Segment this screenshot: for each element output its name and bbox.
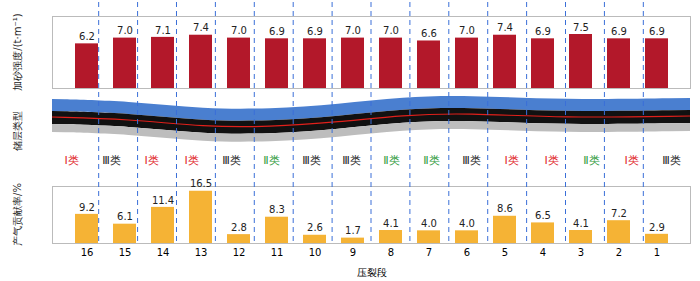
svg-text:Ⅰ类: Ⅰ类 <box>144 154 158 167</box>
svg-text:7.2: 7.2 <box>611 208 627 219</box>
svg-text:6.9: 6.9 <box>649 26 665 37</box>
svg-text:Ⅲ类: Ⅲ类 <box>302 154 321 167</box>
svg-text:Ⅲ类: Ⅲ类 <box>222 154 241 167</box>
svg-text:15: 15 <box>119 247 132 258</box>
svg-text:12: 12 <box>233 247 246 258</box>
svg-text:压裂段: 压裂段 <box>357 267 387 278</box>
svg-text:Ⅱ类: Ⅱ类 <box>263 154 279 167</box>
svg-text:6.9: 6.9 <box>535 26 551 37</box>
svg-text:10: 10 <box>309 247 322 258</box>
svg-text:产气贡献率/%: 产气贡献率/% <box>12 183 23 246</box>
svg-text:6.1: 6.1 <box>117 211 133 222</box>
svg-text:7.0: 7.0 <box>459 25 475 36</box>
svg-text:4.0: 4.0 <box>459 218 475 229</box>
svg-text:7.0: 7.0 <box>383 25 399 36</box>
svg-text:2.9: 2.9 <box>649 222 665 233</box>
svg-text:6.6: 6.6 <box>421 28 437 39</box>
svg-text:6.9: 6.9 <box>307 26 323 37</box>
svg-text:9: 9 <box>350 247 356 258</box>
svg-text:3: 3 <box>578 247 584 258</box>
svg-text:11: 11 <box>271 247 284 258</box>
svg-text:7.4: 7.4 <box>497 22 513 33</box>
svg-text:Ⅱ类: Ⅱ类 <box>383 154 399 167</box>
svg-text:2: 2 <box>616 247 622 258</box>
svg-text:Ⅰ类: Ⅰ类 <box>504 154 518 167</box>
svg-text:4.0: 4.0 <box>421 218 437 229</box>
svg-text:5: 5 <box>502 247 508 258</box>
svg-text:1.7: 1.7 <box>345 225 361 236</box>
svg-text:14: 14 <box>157 247 170 258</box>
svg-text:16.5: 16.5 <box>190 178 212 189</box>
svg-text:8.6: 8.6 <box>497 203 513 214</box>
svg-text:Ⅱ类: Ⅱ类 <box>583 154 599 167</box>
svg-text:4.1: 4.1 <box>573 218 589 229</box>
svg-text:Ⅲ类: Ⅲ类 <box>102 154 121 167</box>
svg-text:9.2: 9.2 <box>79 202 95 213</box>
svg-text:13: 13 <box>195 247 208 258</box>
svg-text:6.5: 6.5 <box>535 210 551 221</box>
svg-text:1: 1 <box>654 247 660 258</box>
svg-text:4.1: 4.1 <box>383 218 399 229</box>
svg-text:Ⅰ类: Ⅰ类 <box>544 154 558 167</box>
svg-text:Ⅰ类: Ⅰ类 <box>64 154 78 167</box>
svg-text:7.0: 7.0 <box>231 25 247 36</box>
svg-text:7: 7 <box>426 247 432 258</box>
svg-text:7.4: 7.4 <box>193 22 209 33</box>
svg-text:6.9: 6.9 <box>611 26 627 37</box>
svg-text:8: 8 <box>388 247 394 258</box>
svg-text:Ⅲ类: Ⅲ类 <box>662 154 681 167</box>
svg-text:6.2: 6.2 <box>79 31 95 42</box>
svg-text:加砂强度/(t·m⁻¹): 加砂强度/(t·m⁻¹) <box>12 13 23 90</box>
svg-text:16: 16 <box>81 247 94 258</box>
svg-text:2.6: 2.6 <box>307 222 323 233</box>
svg-text:7.5: 7.5 <box>573 22 589 33</box>
svg-text:Ⅰ类: Ⅰ类 <box>624 154 638 167</box>
svg-text:8.3: 8.3 <box>269 204 285 215</box>
svg-text:7.0: 7.0 <box>117 25 133 36</box>
svg-text:6.9: 6.9 <box>269 26 285 37</box>
svg-text:Ⅲ类: Ⅲ类 <box>462 154 481 167</box>
svg-text:7.0: 7.0 <box>345 25 361 36</box>
svg-text:4: 4 <box>540 247 546 258</box>
svg-text:储层类型: 储层类型 <box>12 111 23 151</box>
svg-text:Ⅰ类: Ⅰ类 <box>184 154 198 167</box>
svg-text:Ⅱ类: Ⅱ类 <box>423 154 439 167</box>
svg-text:7.1: 7.1 <box>155 25 171 36</box>
svg-text:2.8: 2.8 <box>231 222 247 233</box>
svg-text:Ⅲ类: Ⅲ类 <box>342 154 361 167</box>
svg-text:11.4: 11.4 <box>152 195 174 206</box>
svg-text:6: 6 <box>464 247 470 258</box>
